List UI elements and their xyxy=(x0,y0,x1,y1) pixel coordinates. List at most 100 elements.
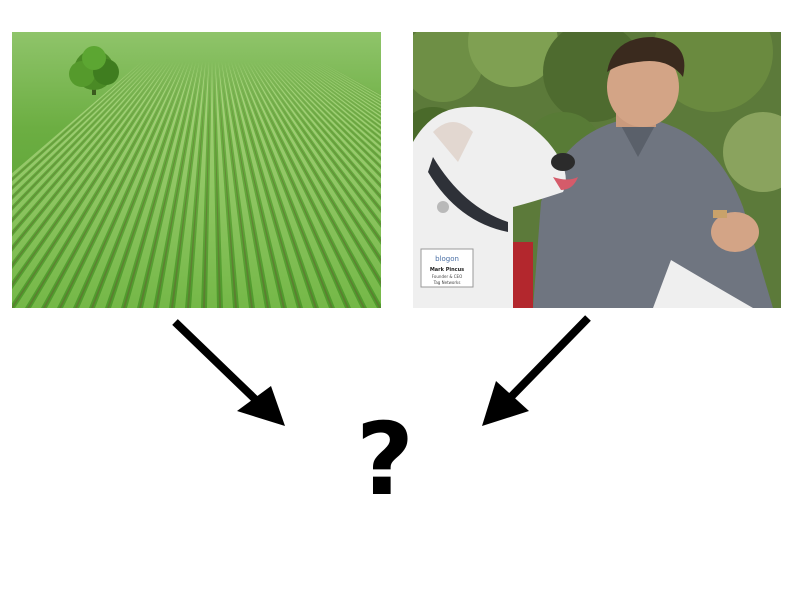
crop-row xyxy=(253,62,381,257)
soil-furrow xyxy=(293,62,381,129)
crop-row xyxy=(12,62,161,246)
soil-furrow xyxy=(258,62,381,226)
crop-row xyxy=(247,62,381,305)
crop-row xyxy=(31,62,177,308)
crop-row xyxy=(218,62,249,308)
man-figure xyxy=(533,37,773,308)
badge-line-1: Founder & CEO xyxy=(432,274,462,279)
badge-line-2: Tag Networks xyxy=(433,280,461,285)
crop-row xyxy=(228,62,297,308)
soil-furrow xyxy=(12,62,150,199)
soil-furrow xyxy=(322,62,381,95)
crop-row xyxy=(12,62,152,206)
crop-row xyxy=(95,62,190,308)
soil-furrow xyxy=(312,62,381,104)
soil-furrow xyxy=(309,62,381,108)
crop-row xyxy=(244,62,377,308)
soil-furrow xyxy=(239,62,349,308)
man-with-dog-illustration: blogon Mark Pincus Founder & CEO Tag Net… xyxy=(413,32,781,308)
crop-row xyxy=(47,62,180,308)
crop-rows xyxy=(12,62,381,308)
crop-row xyxy=(63,62,184,308)
soil-furrow xyxy=(213,62,221,308)
soil-furrow xyxy=(300,62,381,119)
soil-furrow xyxy=(12,62,172,308)
soil-furrow xyxy=(316,62,381,101)
soil-furrow xyxy=(27,62,176,308)
crop-row xyxy=(301,62,381,118)
soil-furrow xyxy=(216,62,237,308)
crop-row xyxy=(12,62,155,218)
crop-row xyxy=(237,62,345,308)
soil-furrow xyxy=(187,62,208,308)
soil-furrow xyxy=(139,62,198,308)
soil-furrow xyxy=(280,62,381,152)
soil-furrow xyxy=(290,62,381,134)
tree-icon xyxy=(69,46,119,95)
crop-row xyxy=(266,62,381,195)
soil-furrow xyxy=(252,62,381,262)
crop-row xyxy=(272,62,381,174)
soil-furrow xyxy=(12,62,163,250)
arrow-down-right-icon xyxy=(172,319,285,426)
soil-furrow xyxy=(277,62,381,160)
crop-row xyxy=(12,62,145,186)
crop-row xyxy=(240,62,361,308)
crop-row xyxy=(79,62,187,308)
crop-row xyxy=(111,62,193,308)
crop-row xyxy=(250,62,381,279)
crop-row xyxy=(314,62,381,103)
soil-furrow xyxy=(220,62,253,308)
crop-row xyxy=(304,62,381,114)
soil-furrow xyxy=(236,62,333,308)
soil-furrow xyxy=(12,62,144,180)
crop-row xyxy=(279,62,381,157)
soil-furrow xyxy=(123,62,195,308)
soil-furrow xyxy=(12,62,166,267)
soil-furrow xyxy=(255,62,381,243)
crop-row xyxy=(215,62,233,308)
soil-furrow xyxy=(226,62,285,308)
crop-row xyxy=(12,62,148,196)
crop-row xyxy=(256,62,381,238)
crop-row xyxy=(159,62,203,308)
crop-row xyxy=(231,62,313,308)
crop-row xyxy=(292,62,381,132)
crop-row xyxy=(317,62,381,100)
soil-furrow xyxy=(306,62,381,111)
crop-row xyxy=(269,62,381,184)
crop-row xyxy=(127,62,196,308)
question-mark: ? xyxy=(355,401,414,518)
crop-row xyxy=(221,62,265,308)
soil-furrow xyxy=(232,62,317,308)
man-with-dog-photo: blogon Mark Pincus Founder & CEO Tag Net… xyxy=(413,32,781,308)
crop-row xyxy=(320,62,381,97)
crop-row xyxy=(276,62,381,165)
soil-furrow xyxy=(91,62,188,308)
crop-row xyxy=(143,62,200,308)
arrow-down-left-icon xyxy=(482,315,591,426)
crop-field-illustration xyxy=(12,32,381,308)
dog-figure: blogon Mark Pincus Founder & CEO Tag Net… xyxy=(413,106,578,308)
soil-furrow xyxy=(245,62,381,308)
crop-row xyxy=(288,62,381,138)
crop-row xyxy=(12,62,168,282)
soil-furrow xyxy=(296,62,381,124)
crop-row xyxy=(295,62,381,127)
soil-furrow xyxy=(12,62,147,189)
soil-furrow xyxy=(12,62,156,221)
soil-furrow xyxy=(284,62,381,146)
crop-row xyxy=(12,62,158,231)
crop-row xyxy=(175,62,206,308)
crop-row xyxy=(12,62,142,178)
crop-field-photo xyxy=(12,32,381,308)
name-badge xyxy=(420,248,474,288)
soil-furrow xyxy=(268,62,381,187)
soil-furrow xyxy=(155,62,201,308)
crop-row xyxy=(12,62,164,262)
crop-row xyxy=(234,62,329,308)
soil-furrow xyxy=(203,62,211,308)
soil-furrow xyxy=(12,62,153,209)
crop-row xyxy=(12,62,171,304)
soil-furrow xyxy=(171,62,204,308)
